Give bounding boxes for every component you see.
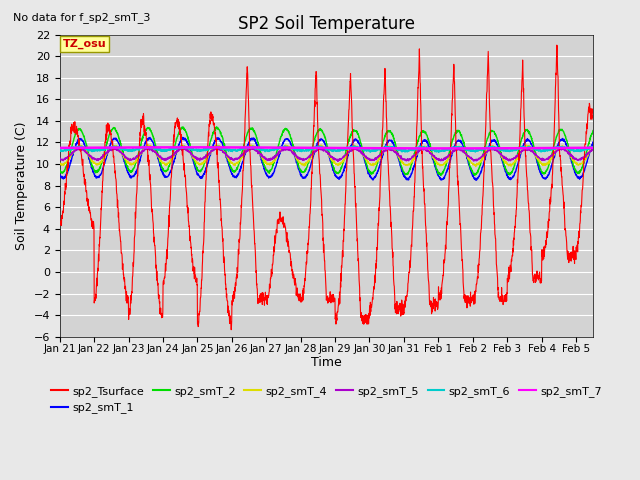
Legend: sp2_Tsurface, sp2_smT_1, sp2_smT_2, sp2_smT_4, sp2_smT_5, sp2_smT_6, sp2_smT_7: sp2_Tsurface, sp2_smT_1, sp2_smT_2, sp2_… <box>47 382 606 418</box>
Title: SP2 Soil Temperature: SP2 Soil Temperature <box>238 15 415 33</box>
X-axis label: Time: Time <box>311 356 342 369</box>
Text: No data for f_sp2_smT_3: No data for f_sp2_smT_3 <box>13 12 150 23</box>
Text: TZ_osu: TZ_osu <box>63 39 106 49</box>
Y-axis label: Soil Temperature (C): Soil Temperature (C) <box>15 121 28 250</box>
